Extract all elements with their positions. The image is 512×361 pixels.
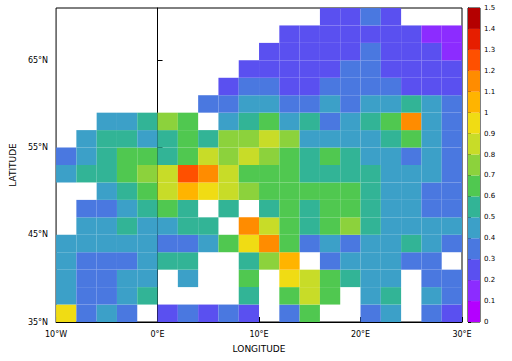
svg-text:30°E: 30°E xyxy=(452,330,471,339)
svg-text:10°E: 10°E xyxy=(249,330,268,339)
svg-text:1.4: 1.4 xyxy=(484,25,496,33)
svg-text:0°E: 0°E xyxy=(150,330,164,339)
svg-text:0.6: 0.6 xyxy=(484,192,496,200)
svg-text:0.5: 0.5 xyxy=(484,213,495,221)
svg-text:35°N: 35°N xyxy=(28,318,48,327)
svg-text:1: 1 xyxy=(484,109,488,117)
svg-text:55°N: 55°N xyxy=(28,143,48,152)
svg-text:0.9: 0.9 xyxy=(484,130,495,138)
svg-text:1.1: 1.1 xyxy=(484,88,495,96)
svg-text:20°E: 20°E xyxy=(351,330,370,339)
svg-text:1.2: 1.2 xyxy=(484,67,495,75)
svg-text:LATITUDE: LATITUDE xyxy=(8,143,18,187)
svg-text:0.8: 0.8 xyxy=(484,151,495,159)
svg-text:0.2: 0.2 xyxy=(484,276,495,284)
svg-text:65°N: 65°N xyxy=(28,56,48,65)
svg-text:0.7: 0.7 xyxy=(484,171,495,179)
svg-text:1.5: 1.5 xyxy=(484,4,495,12)
svg-text:0.3: 0.3 xyxy=(484,255,495,263)
svg-text:45°N: 45°N xyxy=(28,230,48,239)
svg-text:0: 0 xyxy=(484,318,488,326)
svg-text:0.4: 0.4 xyxy=(484,234,496,242)
svg-text:10°W: 10°W xyxy=(45,330,67,339)
svg-text:1.3: 1.3 xyxy=(484,46,495,54)
svg-text:LONGITUDE: LONGITUDE xyxy=(233,344,286,354)
svg-text:0.1: 0.1 xyxy=(484,297,495,305)
